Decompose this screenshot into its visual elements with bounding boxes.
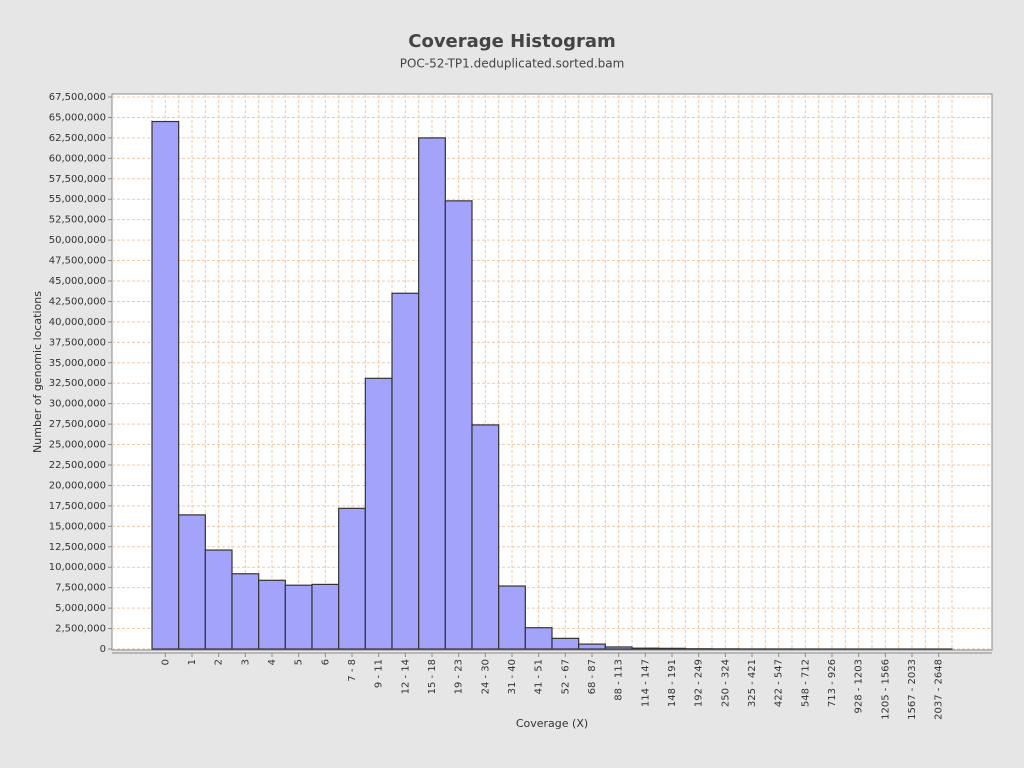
bar xyxy=(578,643,606,650)
y-tick-label: 15,000,000 xyxy=(49,521,106,532)
bar xyxy=(604,646,633,650)
x-tick-label: 114 - 147 xyxy=(640,659,651,707)
x-tick-label: 7 - 8 xyxy=(347,659,358,682)
bar xyxy=(311,583,340,650)
x-tick-label: 12 - 14 xyxy=(400,659,411,694)
x-tick-label: 1567 - 2033 xyxy=(907,659,918,720)
bar xyxy=(284,584,313,650)
chart-subtitle: POC-52-TP1.deduplicated.sorted.bam xyxy=(400,57,625,71)
y-tick-label: 52,500,000 xyxy=(49,215,106,226)
y-tick-label: 17,500,000 xyxy=(49,501,106,512)
chart-title: Coverage Histogram xyxy=(408,31,615,52)
bar xyxy=(204,549,233,650)
y-tick-label: 2,500,000 xyxy=(55,624,106,635)
x-tick-label: 325 - 421 xyxy=(747,659,758,707)
x-tick-label: 6 xyxy=(320,659,331,665)
bar xyxy=(151,120,180,650)
y-tick-label: 55,000,000 xyxy=(49,194,106,205)
x-tick-label: 2037 - 2648 xyxy=(934,659,945,720)
bar xyxy=(231,573,260,650)
bar xyxy=(551,637,580,650)
y-tick-label: 35,000,000 xyxy=(49,358,106,369)
y-tick-label: 12,500,000 xyxy=(49,542,106,553)
y-tick-label: 27,500,000 xyxy=(49,419,106,430)
y-tick-label: 30,000,000 xyxy=(49,399,106,410)
y-tick-label: 60,000,000 xyxy=(49,153,106,164)
x-tick-label: 19 - 23 xyxy=(454,659,465,694)
x-tick-label: 148 - 191 xyxy=(667,659,678,707)
y-tick-label: 37,500,000 xyxy=(49,337,106,348)
y-tick-label: 45,000,000 xyxy=(49,276,106,287)
bar xyxy=(338,507,366,650)
y-tick-label: 0 xyxy=(100,644,106,655)
y-tick-label: 25,000,000 xyxy=(49,440,106,451)
y-tick-label: 42,500,000 xyxy=(49,296,106,307)
x-tick-label: 1 xyxy=(187,659,198,665)
x-tick-label: 1205 - 1566 xyxy=(880,659,891,720)
x-tick-label: 192 - 249 xyxy=(694,659,705,707)
x-tick-label: 9 - 11 xyxy=(374,659,385,688)
bar xyxy=(364,377,393,650)
bar xyxy=(524,627,553,650)
y-tick-label: 22,500,000 xyxy=(49,460,106,471)
x-tick-label: 250 - 324 xyxy=(720,659,731,707)
y-tick-label: 57,500,000 xyxy=(49,174,106,185)
x-tick-label: 15 - 18 xyxy=(427,659,438,694)
x-axis-label: Coverage (X) xyxy=(516,717,588,730)
x-tick-label: 41 - 51 xyxy=(534,659,545,694)
y-tick-label: 20,000,000 xyxy=(49,480,106,491)
y-tick-label: 40,000,000 xyxy=(49,317,106,328)
x-tick-label: 548 - 712 xyxy=(800,659,811,707)
y-axis-label: Number of genomic locations xyxy=(31,291,44,453)
x-tick-label: 928 - 1203 xyxy=(854,659,865,714)
x-tick-label: 52 - 67 xyxy=(560,659,571,694)
x-tick-label: 422 - 547 xyxy=(774,659,785,707)
y-tick-label: 50,000,000 xyxy=(49,235,106,246)
y-tick-label: 10,000,000 xyxy=(49,562,106,573)
bar xyxy=(498,585,526,650)
x-tick-label: 4 xyxy=(267,659,278,665)
x-tick-label: 3 xyxy=(240,659,251,665)
y-tick-label: 67,500,000 xyxy=(49,92,106,103)
y-tick-label: 62,500,000 xyxy=(49,133,106,144)
x-tick-label: 31 - 40 xyxy=(507,659,518,694)
bar xyxy=(658,647,686,650)
bar xyxy=(178,514,206,650)
bar xyxy=(258,579,286,650)
bar xyxy=(471,424,500,650)
y-tick-label: 47,500,000 xyxy=(49,256,106,267)
y-tick-label: 65,000,000 xyxy=(49,112,106,123)
y-tick-label: 7,500,000 xyxy=(55,583,106,594)
x-tick-label: 2 xyxy=(214,659,225,665)
bar xyxy=(444,200,473,650)
bar xyxy=(418,137,446,650)
x-tick-label: 713 - 926 xyxy=(827,659,838,707)
bar xyxy=(391,292,420,650)
y-tick-label: 32,500,000 xyxy=(49,378,106,389)
x-tick-label: 24 - 30 xyxy=(480,659,491,694)
y-tick-label: 5,000,000 xyxy=(55,603,106,614)
x-tick-label: 5 xyxy=(294,659,305,665)
x-tick-label: 88 - 113 xyxy=(614,659,625,701)
bar xyxy=(631,647,660,650)
x-tick-label: 0 xyxy=(160,659,171,665)
x-tick-label: 68 - 87 xyxy=(587,659,598,694)
